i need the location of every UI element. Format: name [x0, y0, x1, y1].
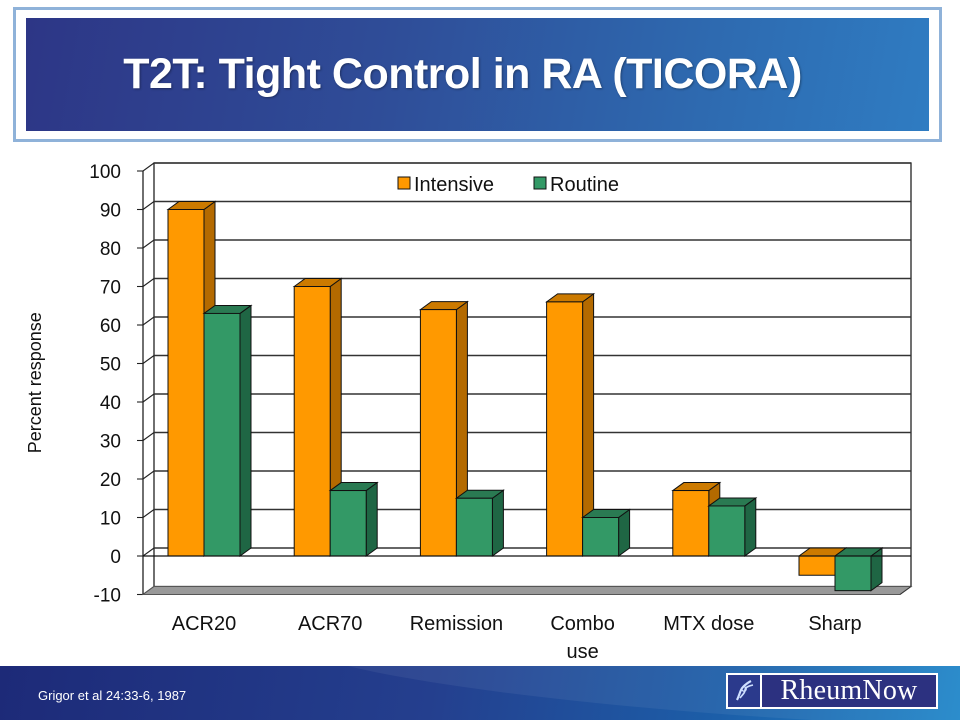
side-gridline	[142, 201, 155, 210]
y-tick-label: 40	[100, 393, 121, 414]
y-tick-label: 30	[100, 432, 121, 453]
y-tick-label: 0	[110, 547, 121, 568]
side-gridline	[142, 470, 155, 480]
rheumnow-logo: RheumNow	[726, 673, 938, 709]
legend-label: Intensive	[414, 174, 494, 196]
back-wall	[153, 162, 912, 588]
side-gridline	[142, 355, 155, 364]
bar-intensive-combo-use	[545, 292, 596, 557]
y-tick-label: 90	[100, 201, 121, 222]
legend-label: Routine	[550, 174, 619, 196]
x-category-label: Combo	[550, 613, 614, 635]
x-category-label: Sharp	[808, 613, 861, 635]
bar-routine-mtx-dose	[707, 496, 758, 557]
slide-title: T2T: Tight Control in RA (TICORA)	[123, 50, 802, 98]
logo-text: RheumNow	[762, 675, 936, 707]
y-tick-label: 70	[100, 278, 121, 299]
bar-intensive-acr70	[292, 277, 343, 557]
bar-routine-remission	[454, 489, 505, 557]
y-tick-label: 50	[100, 355, 121, 376]
bar-routine-acr20	[202, 304, 253, 557]
legend-swatch	[397, 176, 411, 190]
x-category-label: Remission	[410, 613, 503, 635]
title-frame: T2T: Tight Control in RA (TICORA)	[13, 7, 942, 142]
y-tick-label: 60	[100, 316, 121, 337]
side-gridline	[142, 316, 155, 326]
side-gridline	[142, 278, 155, 287]
x-category-label: use	[566, 641, 598, 663]
legend-swatch	[533, 176, 547, 190]
y-axis-title: Percent response	[25, 312, 45, 453]
bar-routine-combo-use	[581, 508, 632, 557]
side-gridline	[142, 393, 155, 403]
bar-chart: 100 90 80 70 60 50 40 30 20 10 0 -10 Percent respons…	[0, 150, 960, 665]
y-tick-label: -10	[94, 586, 121, 607]
title-banner: T2T: Tight Control in RA (TICORA)	[26, 18, 929, 131]
side-gridline	[142, 509, 155, 518]
bar-routine-acr70	[328, 481, 379, 557]
y-tick-label: 80	[100, 239, 121, 260]
x-category-label: ACR20	[172, 613, 236, 635]
y-tick-label: 20	[100, 470, 121, 491]
citation: Grigor et al 24:33-6, 1987	[38, 688, 187, 703]
x-category-label: MTX dose	[663, 613, 754, 635]
side-gridline	[142, 432, 155, 441]
side-gridline	[142, 162, 155, 172]
bar-routine-sharp	[833, 547, 884, 592]
y-tick-label: 10	[100, 509, 121, 530]
chart-legend: Intensive Routine	[397, 174, 619, 196]
side-gridline	[142, 547, 155, 557]
y-tick-label: 100	[89, 162, 121, 183]
x-category-label: ACR70	[298, 613, 362, 635]
side-gridline	[142, 239, 155, 249]
chart-floor	[141, 586, 913, 595]
joint-icon	[728, 675, 760, 707]
